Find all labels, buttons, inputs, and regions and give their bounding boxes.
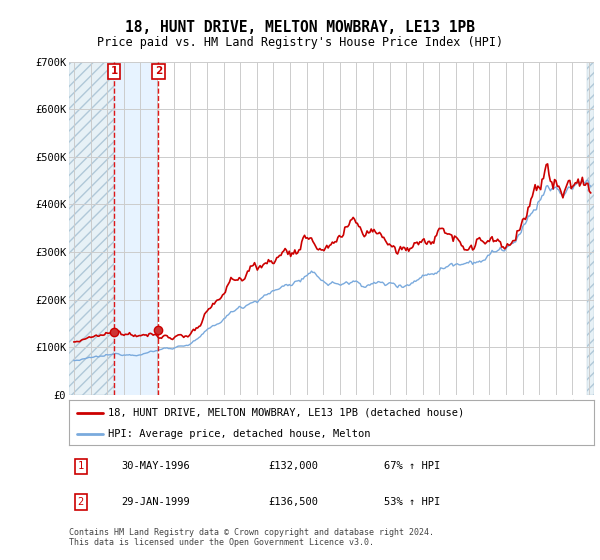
Text: Price paid vs. HM Land Registry's House Price Index (HPI): Price paid vs. HM Land Registry's House … bbox=[97, 36, 503, 49]
Bar bbox=[69, 62, 114, 395]
Text: 18, HUNT DRIVE, MELTON MOWBRAY, LE13 1PB: 18, HUNT DRIVE, MELTON MOWBRAY, LE13 1PB bbox=[125, 20, 475, 35]
Text: 1: 1 bbox=[77, 461, 83, 472]
Bar bbox=[69, 62, 114, 395]
Text: 29-JAN-1999: 29-JAN-1999 bbox=[121, 497, 190, 507]
Text: 1: 1 bbox=[110, 67, 118, 76]
Text: 2: 2 bbox=[77, 497, 83, 507]
Text: £132,000: £132,000 bbox=[269, 461, 319, 472]
Text: 53% ↑ HPI: 53% ↑ HPI bbox=[384, 497, 440, 507]
Text: 30-MAY-1996: 30-MAY-1996 bbox=[121, 461, 190, 472]
Bar bbox=[587, 62, 594, 395]
Bar bbox=[587, 62, 594, 395]
Text: Contains HM Land Registry data © Crown copyright and database right 2024.
This d: Contains HM Land Registry data © Crown c… bbox=[69, 528, 434, 547]
Text: 2: 2 bbox=[155, 67, 162, 76]
Bar bbox=[114, 62, 158, 395]
Text: 18, HUNT DRIVE, MELTON MOWBRAY, LE13 1PB (detached house): 18, HUNT DRIVE, MELTON MOWBRAY, LE13 1PB… bbox=[109, 408, 464, 418]
Text: 67% ↑ HPI: 67% ↑ HPI bbox=[384, 461, 440, 472]
Text: HPI: Average price, detached house, Melton: HPI: Average price, detached house, Melt… bbox=[109, 428, 371, 438]
Text: £136,500: £136,500 bbox=[269, 497, 319, 507]
